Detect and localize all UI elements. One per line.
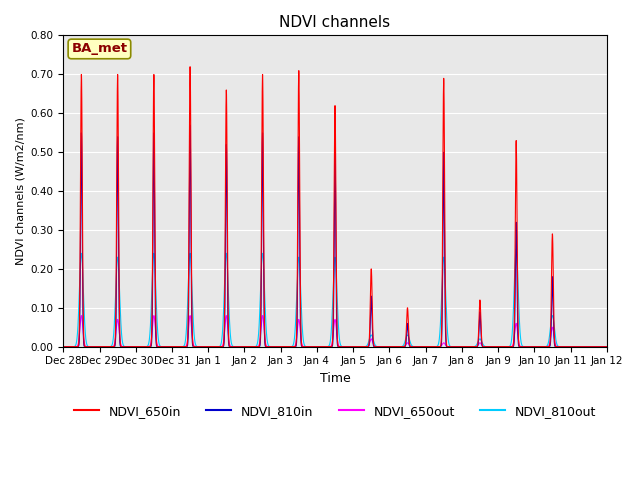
NDVI_650out xyxy=(410,344,418,349)
Line: NDVI_650in: NDVI_650in xyxy=(63,67,607,347)
NDVI_810in xyxy=(410,344,418,349)
Text: BA_met: BA_met xyxy=(72,42,127,56)
NDVI_810out xyxy=(170,344,178,349)
NDVI_810out xyxy=(603,344,611,349)
Line: NDVI_810in: NDVI_810in xyxy=(63,125,607,347)
NDVI_650out xyxy=(601,344,609,349)
NDVI_650out xyxy=(603,344,611,349)
NDVI_810in xyxy=(566,344,574,349)
NDVI_650out xyxy=(263,343,271,349)
NDVI_810out xyxy=(487,344,495,349)
Line: NDVI_650out: NDVI_650out xyxy=(63,315,607,347)
NDVI_650in xyxy=(487,344,495,349)
X-axis label: Time: Time xyxy=(319,372,350,385)
NDVI_650in xyxy=(601,344,609,349)
NDVI_810in xyxy=(170,344,178,349)
NDVI_810out xyxy=(410,344,418,349)
NDVI_810in xyxy=(603,344,611,349)
NDVI_810in xyxy=(263,344,271,349)
NDVI_650in xyxy=(176,344,184,349)
Line: NDVI_810out: NDVI_810out xyxy=(63,250,607,347)
NDVI_650out xyxy=(176,344,184,349)
NDVI_810in xyxy=(601,344,609,349)
NDVI_650in xyxy=(60,344,67,349)
NDVI_650in xyxy=(186,64,194,70)
NDVI_810out xyxy=(60,344,67,349)
NDVI_650in xyxy=(410,344,418,349)
NDVI_810out xyxy=(263,334,271,339)
NDVI_650out xyxy=(566,344,574,349)
NDVI_650in xyxy=(603,344,611,349)
Title: NDVI channels: NDVI channels xyxy=(280,15,390,30)
NDVI_810in xyxy=(176,344,184,349)
Y-axis label: NDVI channels (W/m2/nm): NDVI channels (W/m2/nm) xyxy=(15,117,25,265)
NDVI_810in xyxy=(186,122,194,128)
NDVI_650in xyxy=(170,344,178,349)
NDVI_810out xyxy=(566,344,574,349)
NDVI_810out xyxy=(512,247,520,252)
NDVI_650out xyxy=(487,344,495,349)
NDVI_650out xyxy=(170,344,178,349)
NDVI_650out xyxy=(60,344,67,349)
Legend: NDVI_650in, NDVI_810in, NDVI_650out, NDVI_810out: NDVI_650in, NDVI_810in, NDVI_650out, NDV… xyxy=(68,400,601,423)
NDVI_810out xyxy=(601,344,609,349)
NDVI_810in xyxy=(487,344,495,349)
NDVI_810out xyxy=(176,344,184,349)
NDVI_650in xyxy=(566,344,574,349)
NDVI_810in xyxy=(60,344,67,349)
NDVI_650in xyxy=(263,344,271,349)
NDVI_650out xyxy=(77,312,85,318)
